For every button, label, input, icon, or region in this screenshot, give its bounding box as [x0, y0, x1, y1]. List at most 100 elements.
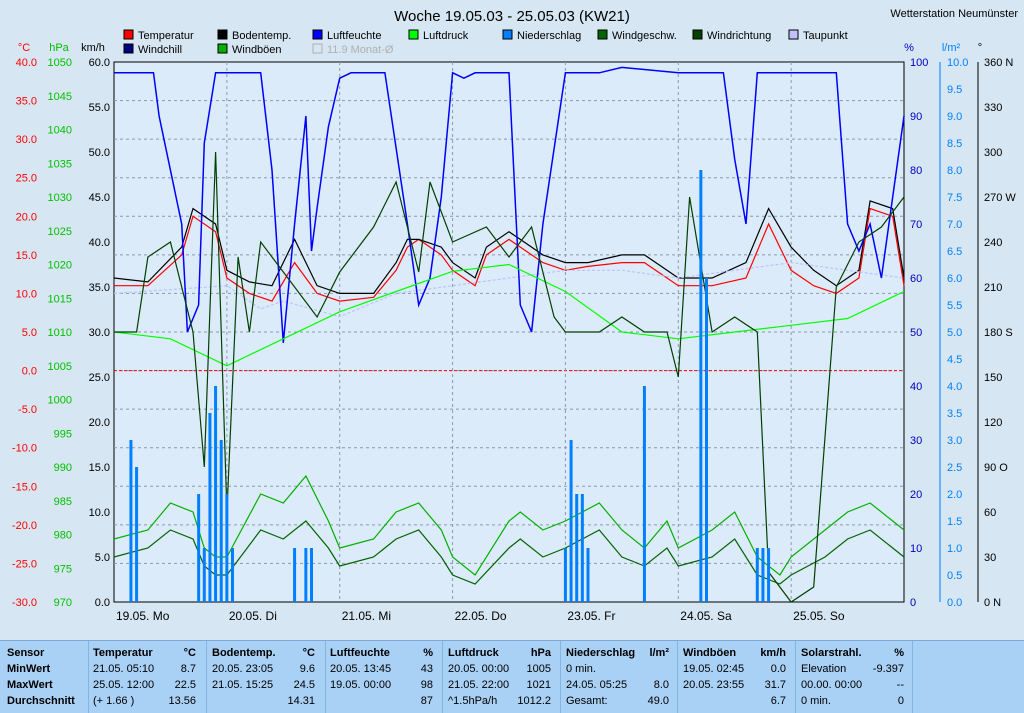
stats-time: 00.00. 00:00 — [801, 679, 863, 691]
tick-label-press: 1010 — [48, 327, 72, 339]
tick-label-temp: -5.0 — [18, 404, 37, 416]
tick-label-hum: 60 — [910, 273, 922, 285]
tick-label-wind: 40.0 — [89, 237, 110, 249]
stats-title: Luftfeuchte — [330, 647, 390, 659]
legend-label: Windböen — [232, 44, 282, 56]
rain-bar — [219, 440, 223, 602]
tick-label-wind: 45.0 — [89, 192, 110, 204]
stats-value: 0 — [897, 695, 904, 707]
statistics-table: Sensor MinWert MaxWert Durchschnitt Temp… — [0, 640, 1024, 713]
rain-bar — [197, 494, 201, 602]
tick-label-wind: 30.0 — [89, 327, 110, 339]
stats-title: Niederschlag — [566, 647, 636, 659]
stats-unit: km/h — [760, 647, 786, 659]
legend-swatch — [312, 43, 323, 54]
stats-value: 1021 — [526, 679, 551, 691]
day-label: 25.05. So — [793, 609, 845, 623]
rain-bar — [293, 548, 297, 602]
day-label: 23.05. Fr — [567, 609, 615, 623]
tick-label-press: 1005 — [48, 361, 72, 373]
stats-maxwert-label: MaxWert — [7, 679, 53, 691]
tick-label-dir: 300 — [984, 147, 1002, 159]
tick-label-hum: 20 — [910, 489, 922, 501]
series-line-taupunkt — [113, 261, 905, 318]
series-line-luftfeuchte — [114, 66, 905, 343]
tick-label-temp: 35.0 — [16, 96, 37, 108]
tick-label-wind: 20.0 — [89, 417, 110, 429]
stats-time: Elevation — [801, 663, 847, 675]
stats-windboeen-panel: Windböen km/h 19.05. 02:45 0.0 20.05. 23:55 3… — [683, 645, 788, 709]
stats-unit: % — [894, 647, 904, 659]
tick-label-hum: 100 — [910, 57, 928, 69]
tick-label-temp: 40.0 — [16, 57, 37, 69]
tick-label-dir: 30 — [984, 552, 996, 564]
tick-label-dir: 360 N — [984, 57, 1013, 69]
tick-label-rain: 6.0 — [947, 273, 962, 285]
legend-label: Windrichtung — [707, 30, 771, 42]
tick-label-rain: 2.5 — [947, 462, 962, 474]
chart-title: Woche 19.05.03 - 25.05.03 (KW21) — [394, 8, 630, 25]
axis-unit-press: hPa — [49, 42, 69, 54]
stats-value: 9.6 — [299, 663, 315, 675]
tick-label-rain: 0.0 — [947, 597, 962, 609]
tick-label-dir: 330 — [984, 102, 1002, 114]
rain-bar — [225, 494, 229, 602]
tick-label-hum: 70 — [910, 219, 922, 231]
stats-title: Windböen — [683, 647, 737, 659]
weather-chart: 40.0 35.0 30.0 25.0 20.0 15.0 10.0 5.0 0.0 -5.0 -1… — [11, 8, 1019, 623]
tick-label-press: 1025 — [48, 226, 72, 238]
legend-label: Windchill — [138, 44, 182, 56]
rain-bar — [569, 440, 573, 602]
series-line-windrichtung — [114, 151, 905, 603]
tick-label-hum: 90 — [910, 111, 922, 123]
stats-bodentemp-panel: Bodentemp. °C 20.05. 23:05 9.6 21.05. 15:25 2… — [212, 645, 317, 709]
tick-label-dir: 150 — [984, 372, 1002, 384]
tick-label-wind: 35.0 — [89, 282, 110, 294]
tick-label-press: 980 — [54, 530, 72, 542]
tick-label-rain: 2.0 — [947, 489, 962, 501]
rain-bar — [705, 278, 708, 602]
axis-unit-temp: °C — [18, 42, 30, 54]
tick-label-press: 1015 — [48, 293, 72, 305]
stats-time: 21.05. 15:25 — [212, 679, 274, 691]
stats-unit: l/m² — [649, 647, 669, 659]
stats-time: 21.05. 22:00 — [448, 679, 510, 691]
rain-bar — [767, 548, 771, 602]
legend-swatch — [502, 29, 513, 40]
tick-label-rain: 7.0 — [947, 219, 962, 231]
stats-time: 20.05. 23:55 — [683, 679, 745, 691]
legend-label: Windgeschw. — [612, 30, 677, 42]
tick-label-press: 1020 — [48, 260, 72, 272]
stats-value: 22.5 — [174, 679, 196, 691]
tick-label-temp: 10.0 — [16, 288, 37, 300]
stats-durchschnitt-label: Durchschnitt — [7, 695, 75, 707]
tick-label-press: 1050 — [48, 57, 72, 69]
tick-label-dir: 210 — [984, 282, 1002, 294]
legend-label: Luftdruck — [423, 30, 469, 42]
stats-time: 0 min. — [801, 695, 831, 707]
stats-time: (+ 1.66 ) — [93, 695, 135, 707]
tick-label-rain: 5.0 — [947, 327, 962, 339]
legend-swatch — [788, 29, 799, 40]
stats-title: Bodentemp. — [212, 647, 276, 659]
tick-label-press: 1035 — [48, 158, 72, 170]
stats-luftfeuchte-panel: Luftfeuchte% 20.05. 13:45 43 19.05. 00:00 98… — [330, 645, 435, 709]
stats-time: 25.05. 12:00 — [93, 679, 155, 691]
rain-bar — [563, 548, 567, 602]
tick-label-rain: 4.5 — [947, 354, 962, 366]
stats-value: 24.5 — [293, 679, 315, 691]
series-line-luftdruck — [113, 263, 905, 367]
rain-bar — [755, 548, 759, 602]
tick-label-rain: 9.0 — [947, 111, 962, 123]
rain-bar — [129, 440, 133, 602]
day-label: 21.05. Mi — [342, 609, 391, 623]
stats-value: 87 — [420, 695, 433, 707]
legend-swatch — [692, 29, 703, 40]
stats-luftdruck-panel: Luftdruck hPa 20.05. 00:00 1005 21.05. 22:00… — [448, 645, 553, 709]
stats-value: 1012.2 — [517, 695, 551, 707]
rain-bar — [580, 494, 584, 602]
stats-title: Temperatur — [93, 647, 153, 659]
legend-label: Luftfeuchte — [327, 30, 381, 42]
legend-label: Temperatur — [138, 30, 194, 42]
tick-label-wind: 10.0 — [89, 507, 110, 519]
